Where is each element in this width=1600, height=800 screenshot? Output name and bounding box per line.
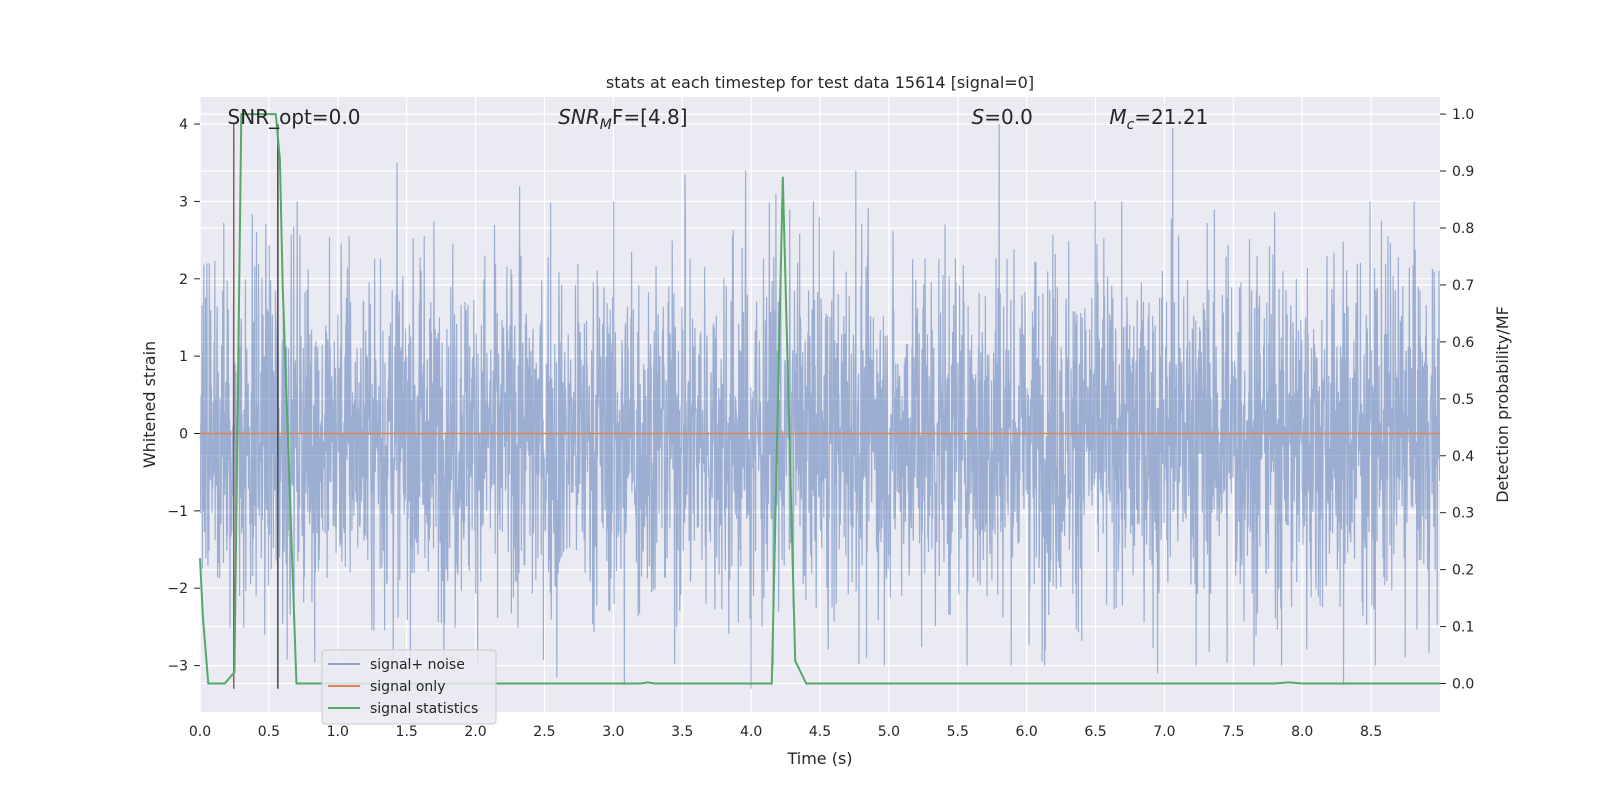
- left-y-tick-label: 0: [179, 427, 188, 443]
- x-tick-label: 2.0: [464, 724, 486, 740]
- x-tick-label: 5.0: [878, 724, 900, 740]
- x-tick-label: 5.5: [947, 724, 969, 740]
- right-y-tick-label: 0.5: [1452, 392, 1474, 408]
- right-y-tick-label: 0.9: [1452, 164, 1474, 180]
- left-y-tick-label: −3: [167, 659, 188, 675]
- left-y-tick-label: 2: [179, 272, 188, 288]
- right-y-tick-label: 0.8: [1452, 221, 1474, 237]
- left-y-tick-label: 4: [179, 117, 188, 133]
- right-y-tick-label: 0.4: [1452, 449, 1474, 465]
- x-tick-label: 0.5: [258, 724, 280, 740]
- annotation: Mc=21.21: [1109, 105, 1208, 133]
- signal-plus-noise-line: [200, 124, 1440, 689]
- x-tick-label: 1.5: [396, 724, 418, 740]
- annotation: S=0.0: [972, 105, 1033, 129]
- annotations: SNR_opt=0.0 SNRMF=[4.8] S=0.0 Mc=21.21: [228, 105, 1209, 133]
- right-y-tick-label: 0.7: [1452, 278, 1474, 294]
- x-tick-label: 7.5: [1222, 724, 1244, 740]
- signal-statistics-line: [199, 113, 1440, 685]
- legend-entry: signal only: [370, 679, 445, 695]
- left-y-axis-ticks: 4 3 2 1 0 −1 −2 −3: [167, 117, 200, 675]
- left-y-axis-label: Whitened strain: [140, 341, 159, 468]
- x-tick-label: 2.5: [533, 724, 555, 740]
- right-y-axis-ticks: 1.0 0.9 0.8 0.7 0.6 0.5 0.4 0.3 0.2 0.1 0.0: [1440, 107, 1474, 693]
- annotation: SNRMF=[4.8]: [558, 105, 687, 133]
- series-signal-plus-noise: [200, 124, 1440, 689]
- x-tick-label: 1.0: [327, 724, 349, 740]
- left-y-tick-label: −1: [167, 504, 188, 520]
- right-y-tick-label: 0.1: [1452, 620, 1474, 636]
- legend: signal+ noise signal only signal statistic…: [321, 649, 497, 725]
- x-axis-ticks: 0.0 0.5 1.0 1.5 2.0 2.5 3.0 3.5 4.0 4.5 5.0 5.5 6.0 6…: [189, 724, 1382, 740]
- right-y-tick-label: 0.6: [1452, 335, 1474, 351]
- right-y-tick-label: 0.2: [1452, 563, 1474, 579]
- left-y-tick-label: 3: [179, 194, 188, 210]
- series-signal-statistics: [199, 113, 1440, 685]
- right-y-axis-label: Detection probability/MF: [1493, 306, 1512, 503]
- right-y-tick-label: 0.3: [1452, 506, 1474, 522]
- x-tick-label: 4.5: [809, 724, 831, 740]
- left-y-tick-label: 1: [179, 349, 188, 365]
- legend-box: [321, 649, 497, 725]
- left-y-tick-label: −2: [167, 581, 188, 597]
- legend-entry: signal+ noise: [370, 657, 465, 673]
- x-tick-label: 3.5: [671, 724, 693, 740]
- x-tick-label: 0.0: [189, 724, 211, 740]
- x-tick-label: 8.5: [1360, 724, 1382, 740]
- right-y-tick-label: 0.0: [1452, 677, 1474, 693]
- x-tick-label: 4.0: [740, 724, 762, 740]
- x-tick-label: 8.0: [1291, 724, 1313, 740]
- legend-entry: signal statistics: [370, 701, 478, 717]
- chart-title: stats at each timestep for test data 156…: [606, 73, 1034, 92]
- x-axis-label: Time (s): [786, 749, 852, 768]
- x-tick-label: 7.0: [1153, 724, 1175, 740]
- x-tick-label: 6.5: [1084, 724, 1106, 740]
- x-tick-label: 3.0: [602, 724, 624, 740]
- right-y-tick-label: 1.0: [1452, 107, 1474, 123]
- vertical-markers: [233, 124, 279, 689]
- x-tick-label: 6.0: [1016, 724, 1038, 740]
- annotation: SNR_opt=0.0: [228, 105, 361, 129]
